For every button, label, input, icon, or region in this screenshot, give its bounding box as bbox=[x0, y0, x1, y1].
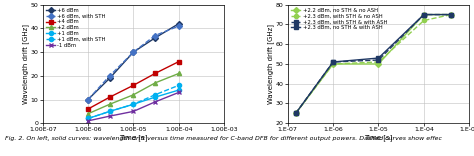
Line: +6 dBm: +6 dBm bbox=[86, 22, 181, 102]
X-axis label: Time [s]: Time [s] bbox=[119, 134, 147, 141]
+2.3 dBm, no STH & with ASH bbox=[376, 57, 382, 59]
+1 dBm bbox=[107, 110, 112, 112]
+6 dBm bbox=[107, 77, 112, 79]
+2.3 dBm, with STH & no ASH bbox=[376, 61, 382, 63]
+2.3 dBm, with STH & with ASH bbox=[330, 61, 336, 63]
+2.3 dBm, with STH & no ASH bbox=[293, 112, 299, 114]
Line: -1 dBm: -1 dBm bbox=[86, 90, 181, 123]
+2.3 dBm, with STH & with ASH bbox=[293, 112, 299, 114]
Legend: +6 dBm, +6 dBm, with STH, +4 dBm, +2 dBm, +1 dBm, +1 dBm, with STH, -1 dBm: +6 dBm, +6 dBm, with STH, +4 dBm, +2 dBm… bbox=[46, 7, 106, 48]
+4 dBm bbox=[107, 96, 112, 98]
-1 dBm bbox=[107, 115, 112, 117]
+6 dBm bbox=[130, 51, 136, 53]
Line: +2.3 dBm, no STH & with ASH: +2.3 dBm, no STH & with ASH bbox=[293, 12, 453, 115]
-1 dBm bbox=[85, 120, 91, 122]
+2.3 dBm, with STH & with ASH bbox=[376, 59, 382, 61]
+6 dBm bbox=[152, 37, 158, 39]
+2.2 dBm, no STH & no ASH bbox=[421, 14, 427, 15]
Legend: +2.2 dBm, no STH & no ASH, +2.3 dBm, with STH & no ASH, +2.3 dBm, with STH & wit: +2.2 dBm, no STH & no ASH, +2.3 dBm, wit… bbox=[291, 7, 387, 31]
+6 dBm, with STH bbox=[130, 51, 136, 53]
-1 dBm bbox=[130, 110, 136, 112]
Line: +2.2 dBm, no STH & no ASH: +2.2 dBm, no STH & no ASH bbox=[293, 12, 453, 115]
+2 dBm bbox=[152, 82, 158, 84]
+1 dBm, with STH bbox=[176, 84, 182, 86]
Y-axis label: Wavelength drift [GHz]: Wavelength drift [GHz] bbox=[22, 24, 29, 104]
+2.3 dBm, no STH & with ASH bbox=[448, 14, 454, 15]
+2.3 dBm, no STH & with ASH bbox=[421, 14, 427, 15]
Text: Fig. 2. On left, solid curves: wavelength drift versus time measured for C-band : Fig. 2. On left, solid curves: wavelengt… bbox=[5, 136, 442, 141]
+1 dBm bbox=[176, 89, 182, 91]
+1 dBm, with STH bbox=[130, 103, 136, 105]
-1 dBm bbox=[176, 91, 182, 93]
Line: +6 dBm, with STH: +6 dBm, with STH bbox=[86, 24, 181, 102]
+2.3 dBm, with STH & with ASH bbox=[448, 14, 454, 15]
Line: +2.3 dBm, with STH & with ASH: +2.3 dBm, with STH & with ASH bbox=[293, 12, 453, 115]
+2.3 dBm, no STH & with ASH bbox=[330, 61, 336, 63]
+2.2 dBm, no STH & no ASH bbox=[448, 14, 454, 15]
+2.3 dBm, with STH & with ASH bbox=[421, 14, 427, 15]
+2.3 dBm, with STH & no ASH bbox=[330, 63, 336, 65]
Line: +1 dBm: +1 dBm bbox=[86, 88, 181, 121]
+2.3 dBm, no STH & with ASH bbox=[293, 112, 299, 114]
+2 dBm bbox=[107, 103, 112, 105]
+6 dBm, with STH bbox=[176, 25, 182, 27]
+1 dBm bbox=[152, 96, 158, 98]
-1 dBm bbox=[152, 101, 158, 103]
+1 dBm, with STH bbox=[152, 94, 158, 96]
+2.2 dBm, no STH & no ASH bbox=[293, 112, 299, 114]
+6 dBm, with STH bbox=[85, 99, 91, 100]
+4 dBm bbox=[176, 61, 182, 63]
Line: +2.3 dBm, with STH & no ASH: +2.3 dBm, with STH & no ASH bbox=[293, 12, 453, 115]
+4 dBm bbox=[152, 73, 158, 74]
+1 dBm, with STH bbox=[85, 118, 91, 119]
+4 dBm bbox=[130, 84, 136, 86]
+1 dBm bbox=[85, 118, 91, 119]
+6 dBm, with STH bbox=[107, 75, 112, 77]
Line: +4 dBm: +4 dBm bbox=[86, 59, 181, 111]
X-axis label: Time [s]: Time [s] bbox=[365, 134, 392, 141]
Line: +2 dBm: +2 dBm bbox=[86, 71, 181, 116]
+2.2 dBm, no STH & no ASH bbox=[330, 63, 336, 65]
+2.3 dBm, with STH & no ASH bbox=[448, 14, 454, 15]
+6 dBm bbox=[85, 99, 91, 100]
+2 dBm bbox=[176, 73, 182, 74]
+2.3 dBm, with STH & no ASH bbox=[421, 20, 427, 21]
+4 dBm bbox=[85, 108, 91, 110]
+6 dBm, with STH bbox=[152, 35, 158, 37]
Y-axis label: Wavelength drift [GHz]: Wavelength drift [GHz] bbox=[267, 24, 274, 104]
+2 dBm bbox=[85, 113, 91, 115]
+1 dBm, with STH bbox=[107, 110, 112, 112]
+6 dBm bbox=[176, 23, 182, 25]
+1 dBm bbox=[130, 103, 136, 105]
+2 dBm bbox=[130, 94, 136, 96]
+2.2 dBm, no STH & no ASH bbox=[376, 63, 382, 65]
Line: +1 dBm, with STH: +1 dBm, with STH bbox=[86, 83, 181, 121]
